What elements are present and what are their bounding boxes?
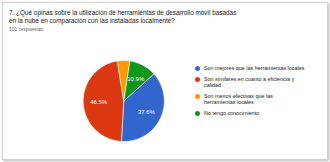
svg-text:37.6%: 37.6% (138, 109, 156, 115)
html-text:101 respuestas: 101 respuestas (9, 26, 44, 32)
html-text:Son mejores que las herramient: Son mejores que las herramientas locales (204, 65, 305, 71)
svg-text:10.9%: 10.9% (127, 76, 145, 82)
html-text:Son similares en cuanto a efic: Son similares en cuanto a eficiencia y c… (204, 75, 295, 88)
html-text:7. ¿Qué opinas sobre la utiliz: 7. ¿Qué opinas sobre la utilización de h… (9, 9, 237, 24)
html-text:Son menos efectivas que las he: Son menos efectivas que las herramientas… (204, 92, 273, 105)
html-text:No tengo conocimiento: No tengo conocimiento (204, 109, 260, 116)
svg-text:46.5%: 46.5% (90, 99, 108, 105)
